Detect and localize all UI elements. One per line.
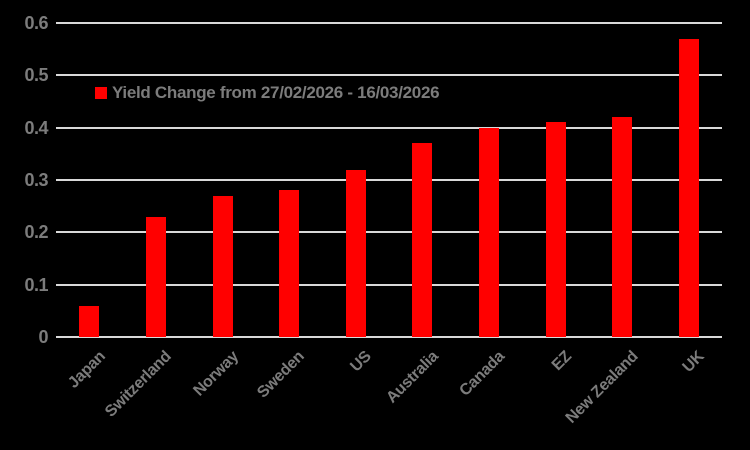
y-tick-label: 0 bbox=[38, 327, 48, 347]
y-tick-label: 0.5 bbox=[24, 65, 48, 86]
y-tick-label: 0.3 bbox=[24, 170, 48, 190]
bar-new-zealand bbox=[612, 117, 633, 337]
bar-australia bbox=[412, 143, 433, 337]
y-tick-label: 0.1 bbox=[24, 274, 48, 295]
bar-uk bbox=[678, 38, 699, 337]
x-tick-label: Norway bbox=[189, 348, 242, 400]
x-tick-label: EZ bbox=[548, 348, 575, 375]
x-tick-label: Sweden bbox=[254, 348, 309, 402]
gridline bbox=[56, 22, 722, 24]
bar-norway bbox=[212, 195, 233, 337]
gridline bbox=[56, 336, 722, 338]
y-tick-label: 0.6 bbox=[24, 13, 48, 33]
x-tick-label: Switzerland bbox=[102, 348, 175, 421]
y-tick-label: 0.4 bbox=[24, 117, 48, 138]
chart-legend: Yield Change from 27/02/2026 - 16/03/202… bbox=[95, 83, 440, 103]
bar-sweden bbox=[279, 190, 300, 337]
gridline bbox=[56, 179, 722, 181]
bar-japan bbox=[79, 305, 100, 337]
plot-area bbox=[56, 22, 722, 338]
bar-canada bbox=[478, 127, 499, 337]
y-tick-label: 0.2 bbox=[24, 222, 48, 243]
gridline bbox=[56, 126, 722, 129]
gridline bbox=[56, 74, 722, 77]
bar-switzerland bbox=[145, 216, 166, 337]
x-tick-label: UK bbox=[679, 348, 708, 376]
x-tick-label: Japan bbox=[64, 348, 109, 392]
bar-ez bbox=[545, 122, 566, 337]
gridline bbox=[56, 231, 722, 234]
legend-red-square-icon bbox=[95, 87, 107, 99]
x-tick-label: US bbox=[347, 348, 375, 376]
x-tick-label: Australia bbox=[382, 348, 442, 407]
bar-us bbox=[345, 169, 366, 337]
legend-label: Yield Change from 27/02/2026 - 16/03/202… bbox=[112, 83, 440, 102]
gridline bbox=[56, 283, 722, 286]
x-tick-label: Canada bbox=[456, 348, 508, 400]
